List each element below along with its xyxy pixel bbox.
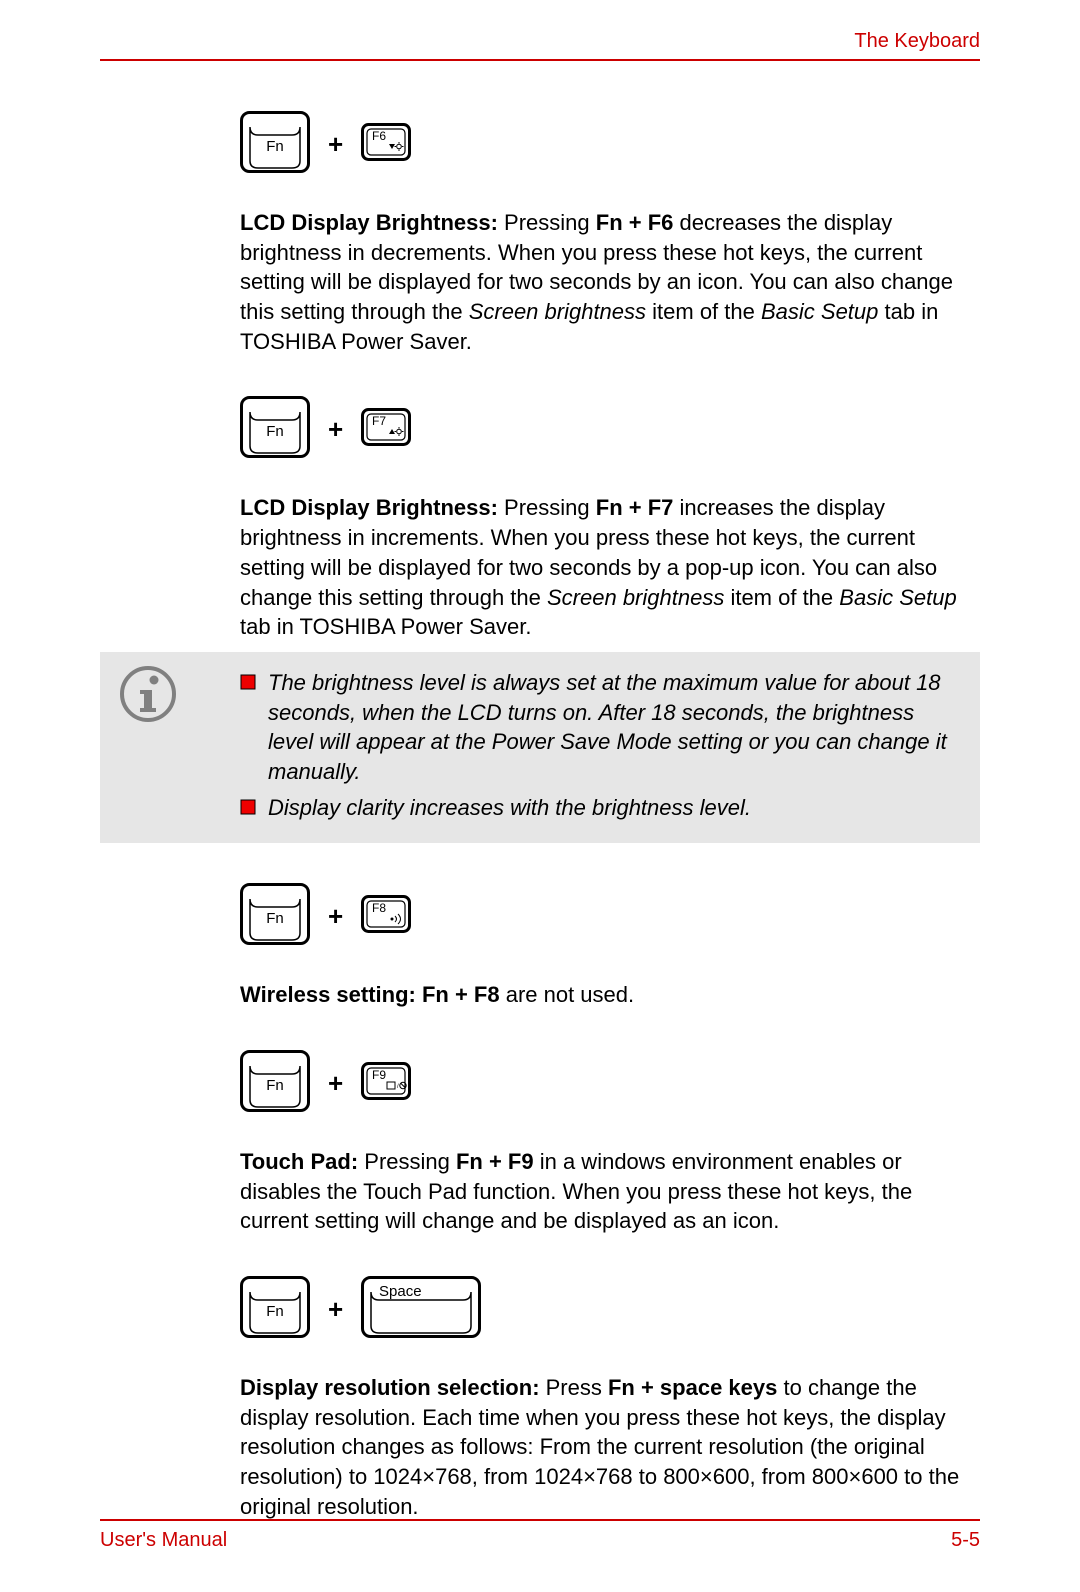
paragraph-space: Display resolution selection: Press Fn +… <box>240 1373 980 1521</box>
bullet-icon <box>240 799 256 815</box>
space-key-icon: Space <box>361 1276 481 1343</box>
paragraph-f6: LCD Display Brightness: Pressing Fn + F6… <box>240 208 980 356</box>
lead-text: LCD Display Brightness: <box>240 210 498 235</box>
f6-key-icon: F6 <box>361 123 411 166</box>
svg-text:Fn: Fn <box>266 138 284 155</box>
plus-symbol: + <box>328 901 343 932</box>
footer-left: User's Manual <box>100 1529 227 1552</box>
f8-key-icon: F8 <box>361 895 411 938</box>
key-combo-fn-f7: Fn + F7 <box>240 396 980 463</box>
header-title: The Keyboard <box>854 30 980 52</box>
note-box: The brightness level is always set at th… <box>100 652 980 843</box>
italic-text: Screen brightness <box>547 585 724 610</box>
svg-text:F7: F7 <box>372 414 386 428</box>
info-icon <box>120 709 176 726</box>
paragraph-f8: Wireless setting: Fn + F8 are not used. <box>240 980 980 1010</box>
page-header: The Keyboard <box>100 30 980 61</box>
key-combo-fn-f9: Fn + F9 / <box>240 1050 980 1117</box>
fn-key-icon: Fn <box>240 1050 310 1117</box>
hotkey-text: Fn + F9 <box>456 1149 534 1174</box>
italic-text: Basic Setup <box>839 585 956 610</box>
body-text: are not used. <box>500 982 635 1007</box>
fn-key-icon: Fn <box>240 396 310 463</box>
italic-text: Screen brightness <box>469 299 646 324</box>
bullet-icon <box>240 674 256 690</box>
paragraph-f7: LCD Display Brightness: Pressing Fn + F7… <box>240 493 980 641</box>
info-icon-wrap <box>120 662 220 727</box>
note-list: The brightness level is always set at th… <box>240 662 960 828</box>
svg-text:Fn: Fn <box>266 1303 284 1320</box>
fn-key-icon: Fn <box>240 883 310 950</box>
hotkey-text: Fn + space keys <box>608 1375 777 1400</box>
svg-text:Fn: Fn <box>266 910 284 927</box>
italic-text: Basic Setup <box>761 299 878 324</box>
body-text: tab in TOSHIBA Power Saver. <box>240 614 531 639</box>
key-combo-fn-space: Fn + Space <box>240 1276 980 1343</box>
svg-text:Fn: Fn <box>266 423 284 440</box>
note-text: Display clarity increases with the brigh… <box>268 793 751 823</box>
note-item: Display clarity increases with the brigh… <box>240 793 960 823</box>
note-text: The brightness level is always set at th… <box>268 668 960 787</box>
svg-text:F6: F6 <box>372 129 386 143</box>
hotkey-text: Fn + F6 <box>596 210 674 235</box>
key-combo-fn-f8: Fn + F8 <box>240 883 980 950</box>
body-text: item of the <box>724 585 839 610</box>
page: The Keyboard Fn + F6 LCD Display Brightn… <box>0 0 1080 1592</box>
body-text: Pressing <box>358 1149 456 1174</box>
svg-text:Fn: Fn <box>266 1077 284 1094</box>
svg-text:F8: F8 <box>372 901 386 915</box>
content-area: Fn + F6 LCD Display Brightness: Pressing… <box>240 111 980 1522</box>
plus-symbol: + <box>328 1294 343 1325</box>
paragraph-f9: Touch Pad: Pressing Fn + F9 in a windows… <box>240 1147 980 1236</box>
lead-text: LCD Display Brightness: <box>240 495 498 520</box>
fn-key-icon: Fn <box>240 1276 310 1343</box>
plus-symbol: + <box>328 414 343 445</box>
body-text: Press <box>540 1375 608 1400</box>
page-footer: User's Manual 5-5 <box>100 1519 980 1552</box>
body-text: Pressing <box>498 495 596 520</box>
lead-text: Display resolution selection: <box>240 1375 540 1400</box>
hotkey-text: Fn + F7 <box>596 495 674 520</box>
f9-key-icon: F9 / <box>361 1062 411 1105</box>
svg-text:Space: Space <box>379 1283 422 1300</box>
body-text: Pressing <box>498 210 596 235</box>
fn-key-icon: Fn <box>240 111 310 178</box>
note-item: The brightness level is always set at th… <box>240 668 960 787</box>
plus-symbol: + <box>328 129 343 160</box>
key-combo-fn-f6: Fn + F6 <box>240 111 980 178</box>
lead-text: Touch Pad: <box>240 1149 358 1174</box>
lead-text: Wireless setting: Fn + F8 <box>240 982 500 1007</box>
footer-right: 5-5 <box>951 1529 980 1552</box>
plus-symbol: + <box>328 1068 343 1099</box>
body-text: item of the <box>646 299 761 324</box>
f7-key-icon: F7 <box>361 408 411 451</box>
svg-text:F9: F9 <box>372 1068 386 1082</box>
